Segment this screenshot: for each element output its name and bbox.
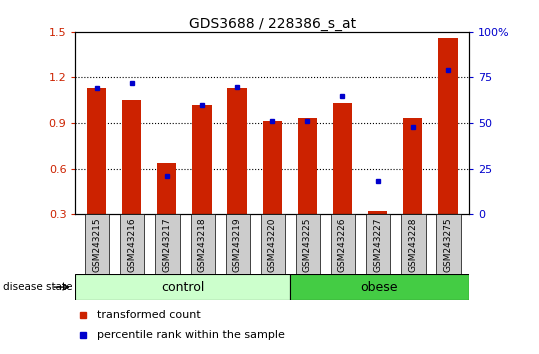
Bar: [261, 214, 285, 274]
Bar: [85, 214, 109, 274]
Bar: [296, 214, 320, 274]
Text: GSM243226: GSM243226: [338, 217, 347, 272]
Text: GSM243220: GSM243220: [268, 217, 277, 272]
Bar: [155, 214, 179, 274]
Text: GSM243225: GSM243225: [303, 217, 312, 272]
Bar: [190, 214, 215, 274]
Title: GDS3688 / 228386_s_at: GDS3688 / 228386_s_at: [189, 17, 356, 31]
Bar: [262, 121, 282, 214]
Text: GSM243216: GSM243216: [127, 217, 136, 272]
Text: GSM243219: GSM243219: [232, 217, 241, 272]
Bar: [438, 38, 458, 214]
Text: disease state: disease state: [3, 282, 72, 292]
Text: GSM243217: GSM243217: [162, 217, 171, 272]
Bar: [122, 100, 141, 214]
Bar: [368, 211, 387, 214]
Bar: [227, 88, 247, 214]
Text: GSM243215: GSM243215: [92, 217, 101, 272]
Bar: [366, 214, 390, 274]
Bar: [192, 105, 212, 214]
Bar: [333, 103, 352, 214]
Bar: [226, 214, 250, 274]
Text: control: control: [161, 281, 204, 293]
Bar: [87, 88, 106, 214]
Bar: [157, 162, 176, 214]
Bar: [290, 274, 469, 300]
Text: obese: obese: [361, 281, 398, 293]
Text: percentile rank within the sample: percentile rank within the sample: [97, 330, 285, 340]
Bar: [120, 214, 144, 274]
Bar: [437, 214, 461, 274]
Text: GSM243227: GSM243227: [373, 217, 382, 272]
Text: GSM243218: GSM243218: [197, 217, 206, 272]
Bar: [403, 119, 423, 214]
Text: GSM243228: GSM243228: [408, 217, 417, 272]
Bar: [331, 214, 355, 274]
Text: GSM243275: GSM243275: [444, 217, 452, 272]
Bar: [75, 274, 290, 300]
Bar: [402, 214, 426, 274]
Bar: [298, 119, 317, 214]
Text: transformed count: transformed count: [97, 310, 201, 320]
